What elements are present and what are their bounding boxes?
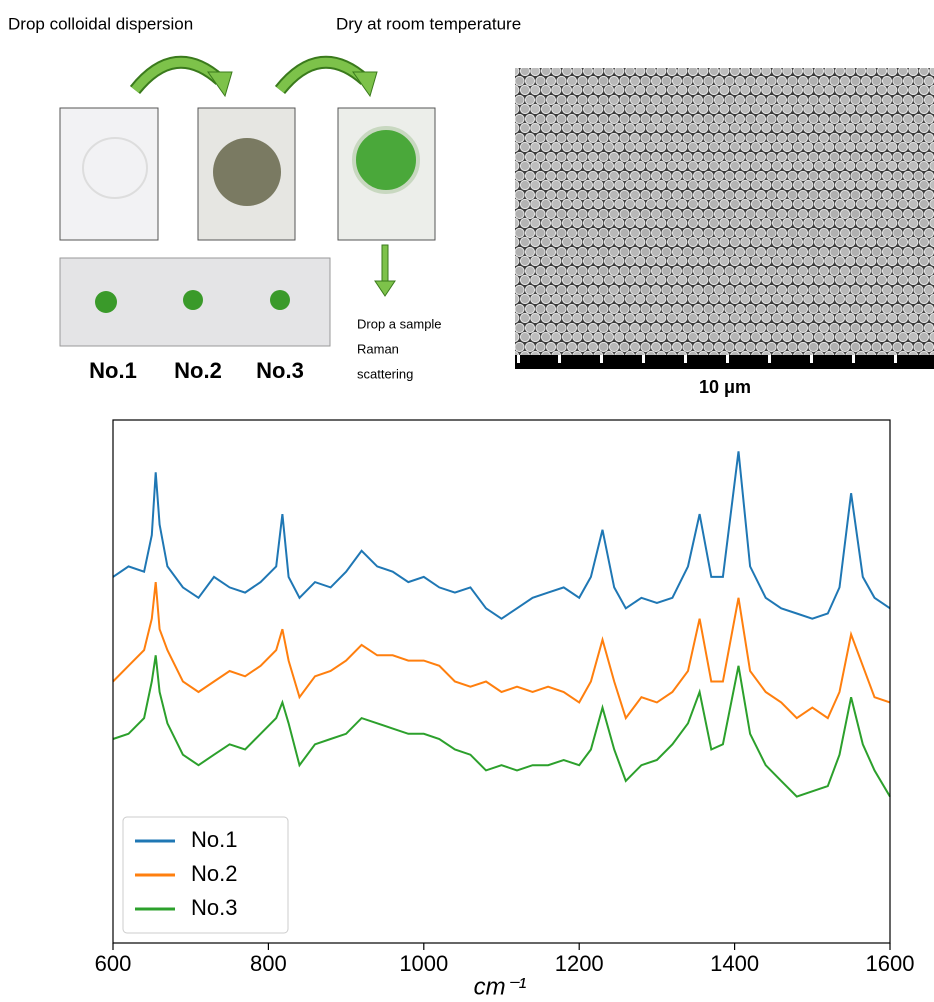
legend-label: No.1	[191, 827, 237, 852]
scale-label: 10 μm	[699, 377, 751, 397]
scale-bar	[515, 355, 934, 369]
legend-label: No.3	[191, 895, 237, 920]
arrow	[381, 244, 389, 282]
scale-ticks	[517, 355, 897, 363]
x-axis-label: cm⁻¹	[474, 973, 527, 1000]
sample-label: No.2	[174, 358, 222, 383]
step-label: Dry at room temperature	[336, 14, 521, 33]
step-label: Raman	[357, 341, 399, 356]
photo-drop	[183, 290, 203, 310]
legend-label: No.2	[191, 861, 237, 886]
x-tick-label: 800	[250, 951, 287, 976]
plot-frame	[112, 419, 891, 944]
sample-label: No.1	[89, 358, 137, 383]
x-tick-label: 1200	[555, 951, 604, 976]
arrow-head	[374, 280, 396, 297]
series-line	[112, 655, 891, 798]
x-tick-label: 1600	[866, 951, 915, 976]
series-line	[112, 451, 891, 620]
photo-drop	[352, 126, 420, 194]
legend-box	[122, 816, 289, 934]
series-line	[112, 581, 891, 721]
sample-label: No.3	[256, 358, 304, 383]
photo-drop	[213, 138, 281, 206]
step-label: Drop a sample	[357, 316, 442, 331]
photo-drop	[82, 137, 148, 199]
step-label: Drop colloidal dispersion	[8, 14, 193, 33]
x-tick-label: 1000	[399, 951, 448, 976]
step-label: scattering	[357, 366, 413, 381]
x-tick-label: 600	[95, 951, 132, 976]
sem-image	[515, 68, 934, 355]
photo-drop	[95, 291, 117, 313]
photo-drop	[270, 290, 290, 310]
arrow-head	[207, 71, 233, 98]
photo	[59, 107, 159, 241]
x-tick-label: 1400	[710, 951, 759, 976]
arrow-head	[352, 71, 378, 98]
